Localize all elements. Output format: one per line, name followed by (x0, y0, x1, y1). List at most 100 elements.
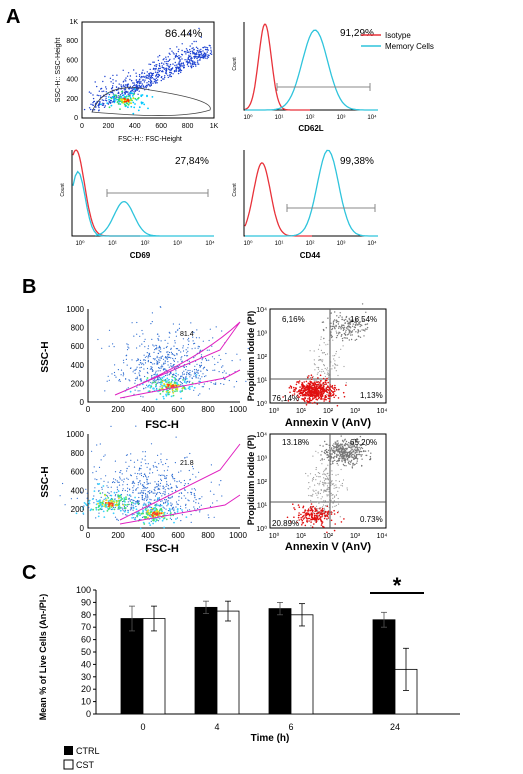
c-bar-ctrl (194, 606, 218, 715)
panel-a-letter: A (6, 6, 21, 28)
c-bar-ctrl (268, 608, 292, 715)
panel-b-annexin-1-xlabel: Annexin V (AnV) (285, 417, 372, 429)
hist-tick: 10⁰ (75, 240, 85, 247)
panel-c-significance: * (393, 573, 402, 598)
panel-b-scatter-1: 81.4 0020020040040060060080080010001000 … (40, 305, 249, 431)
b-xtick: 0 (86, 531, 91, 540)
hist-tick: 10² (306, 241, 315, 247)
b-ytick: 400 (71, 486, 85, 495)
hist-tick: 10⁴ (205, 240, 215, 247)
c-xtick: 4 (214, 722, 219, 732)
b-xtick: 800 (201, 405, 215, 414)
an-ytick: 10¹ (257, 378, 268, 385)
panel-b-annexin-1-ur: 16,54% (350, 315, 377, 324)
a-scatter-ytick: 1K (69, 19, 78, 26)
c-xtick: 6 (288, 722, 293, 732)
panel-a-cd62l-ylabel: Count (232, 57, 238, 71)
hist-tick: 10⁴ (367, 240, 377, 247)
hist-tick: 10³ (173, 241, 182, 247)
panel-a-cd44-percent: 99,38% (340, 156, 374, 167)
b-xtick: 1000 (229, 405, 247, 414)
panel-b-scatter-2: 21.8 0020020040040060060080080010001000 … (40, 425, 247, 555)
panel-b-scatter-2-ylabel: SSC-H (40, 466, 51, 497)
panel-a-cd69-xlabel: CD69 (130, 251, 151, 260)
a-scatter-xtick: 1K (210, 123, 219, 130)
c-ytick: 50 (81, 647, 91, 657)
an-xtick: 10⁰ (269, 407, 280, 415)
b-xtick: 600 (171, 531, 185, 540)
panel-b-scatter-1-ylabel: SSC-H (40, 341, 51, 372)
c-ytick: 30 (81, 672, 91, 682)
panel-a-cd69-histogram: 27,84% CD69 Count 10⁰ 10¹ 10² 10³ 10⁴ (60, 149, 215, 260)
a-scatter-xtick: 400 (129, 123, 141, 130)
b-ytick: 600 (71, 468, 85, 477)
an-xtick: 10¹ (296, 408, 307, 415)
panel-b-scatter-2-xlabel: FSC-H (145, 543, 179, 555)
b-ytick: 1000 (66, 305, 84, 314)
panel-c-ylabel: Mean % of Live Cells (An-/PI-) (38, 594, 48, 721)
an-ytick: 10⁰ (256, 525, 267, 533)
an-xtick: 10³ (350, 533, 361, 540)
an-ytick: 10⁴ (256, 307, 267, 314)
a-scatter-xtick: 600 (155, 123, 167, 130)
panel-b-letter: B (22, 276, 37, 298)
c-ytick: 40 (81, 659, 91, 669)
b-xtick: 400 (141, 531, 155, 540)
hist-tick: 10¹ (275, 241, 284, 247)
hist-tick: 10¹ (275, 115, 284, 121)
panel-b-annexin-2-ul: 13.18% (282, 438, 309, 447)
b-ytick: 1000 (66, 430, 84, 439)
b-ytick: 800 (71, 324, 85, 333)
c-ytick: 70 (81, 622, 91, 632)
an-ytick: 10³ (257, 331, 268, 338)
b-ytick: 200 (71, 505, 85, 514)
legend-ctrl: CTRL (76, 746, 100, 756)
c-bar-cst (142, 618, 166, 715)
c-xtick: 0 (140, 722, 145, 732)
c-ytick: 10 (81, 697, 91, 707)
panel-a-cd62l-histogram: 91,29% CD62L Count 10⁰ 10¹ 10² 10³ 10⁴ (232, 22, 378, 133)
panel-a-scatter: 86.44% 0 200 400 600 800 1K 0 200 400 600 800 1K F… (55, 19, 219, 143)
an-ytick: 10³ (257, 456, 268, 463)
panel-b-annexin-2-ll: 20.89% (272, 519, 299, 528)
c-ytick: 90 (81, 597, 91, 607)
an-ytick: 10⁰ (256, 400, 267, 408)
panel-a-cd62l-percent: 91,29% (340, 28, 374, 39)
panel-b-gate-1-value: 81.4 (180, 331, 194, 338)
hist-tick: 10⁰ (243, 240, 253, 247)
panel-b-gate-2-value: 21.8 (180, 460, 194, 467)
c-ytick: 20 (81, 684, 91, 694)
legend-isotype: Isotype (385, 31, 411, 40)
panel-a-cd69-ylabel: Count (60, 183, 66, 197)
c-bar-cst (290, 614, 314, 715)
an-ytick: 10⁴ (256, 432, 267, 439)
panel-b-annexin-2-xlabel: Annexin V (AnV) (285, 541, 372, 553)
c-ytick: 100 (76, 585, 91, 595)
panel-b-annexin-2-ur: 65.20% (350, 438, 377, 447)
c-ytick: 0 (86, 709, 91, 719)
c-ytick: 80 (81, 610, 91, 620)
c-ytick: 60 (81, 635, 91, 645)
panel-b-annexin-2-ylabel: Propidium Iodide (PI) (246, 435, 256, 526)
hist-tick: 10² (141, 241, 150, 247)
legend-memory-cells: Memory Cells (385, 42, 434, 51)
hist-tick: 10¹ (108, 241, 117, 247)
c-bar-cst (216, 610, 240, 715)
b-xtick: 0 (86, 405, 91, 414)
panel-c-xlabel: Time (h) (251, 733, 290, 744)
b-xtick: 800 (201, 531, 215, 540)
panel-a-scatter-xlabel: FSC-H:: FSC-Height (118, 136, 182, 143)
legend-ctrl-swatch (64, 746, 73, 755)
a-scatter-xtick: 800 (182, 123, 194, 130)
an-ytick: 10² (257, 479, 268, 486)
an-ytick: 10¹ (257, 503, 268, 510)
hist-tick: 10³ (337, 241, 346, 247)
an-xtick: 10³ (350, 408, 361, 415)
panel-a-cd44-ylabel: Count (232, 183, 238, 197)
hist-tick: 10³ (337, 115, 346, 121)
b-ytick: 800 (71, 449, 85, 458)
an-xtick: 10² (323, 533, 334, 540)
hist-tick: 10² (306, 115, 315, 121)
